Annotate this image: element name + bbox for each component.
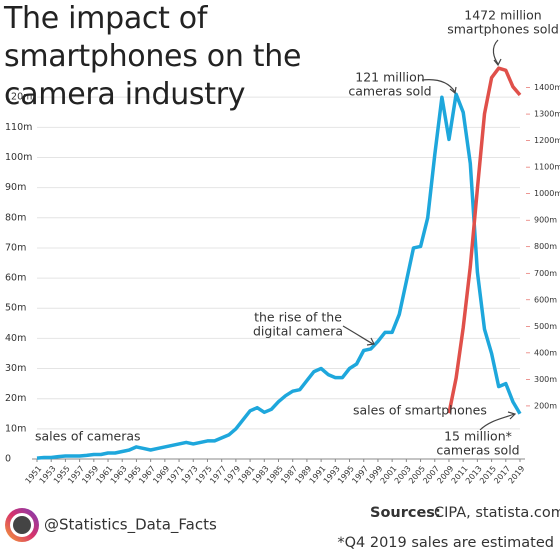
series-label: sales of cameras — [35, 429, 141, 444]
y2-tick-label: 400m — [534, 348, 557, 357]
y-tick-label: 30m — [5, 363, 26, 374]
y2-tick-label: 1200m — [534, 136, 560, 145]
sources-label: Sources: — [370, 505, 441, 521]
annotation: 15 million* — [444, 429, 512, 444]
arrow-head — [507, 411, 517, 420]
y2-tick-label: 500m — [534, 322, 557, 331]
arrow-head — [366, 337, 375, 346]
y-tick-label: 70m — [5, 242, 26, 253]
chart-title: The impact of smartphones on the camera … — [4, 1, 302, 112]
y2-tick-label: 700m — [534, 269, 557, 278]
annotation: 1472 million — [464, 8, 541, 23]
y-tick-label: 110m — [5, 122, 32, 133]
series-label: sales of smartphones — [353, 403, 487, 418]
y2-tick-label: 900m — [534, 216, 557, 225]
annotation: smartphones sold — [447, 22, 559, 37]
series-line — [36, 92, 522, 460]
y-tick-label: 80m — [5, 212, 26, 223]
x-tick-label: 2019 — [506, 464, 526, 485]
y2-tick-label: 800m — [534, 242, 557, 251]
series-line — [447, 66, 522, 414]
y-tick-label: 90m — [5, 182, 26, 193]
y2-tick-label: 1000m — [534, 189, 560, 198]
annotation: the rise of the — [254, 310, 342, 325]
arrows — [342, 39, 517, 431]
y2-tick-label: 1300m — [534, 110, 560, 119]
y-tick-label: 10m — [5, 423, 26, 434]
arrow — [479, 413, 515, 431]
annotation: 121 million — [355, 70, 424, 85]
y-tick-label: 100m — [5, 152, 32, 163]
y2-tick-label: 1400m — [534, 83, 560, 92]
arrow-head — [493, 58, 502, 67]
y2-tick-label: 300m — [534, 375, 557, 384]
annotation: cameras sold — [436, 443, 519, 458]
y-tick-label: 120m — [5, 92, 32, 103]
sources: CIPA, statista.com — [434, 505, 560, 521]
y-tick-label: 60m — [5, 273, 26, 284]
arrow — [421, 79, 456, 93]
y-tick-label: 20m — [5, 393, 26, 404]
logo — [13, 516, 31, 534]
y2-tick-label: 600m — [534, 295, 557, 304]
handle: @Statistics_Data_Facts — [44, 516, 217, 535]
arrow — [492, 39, 499, 65]
annotation: digital camera — [253, 324, 343, 339]
y2-tick-label: 200m — [534, 401, 557, 410]
y-tick-label: 0 — [5, 454, 11, 465]
arrow — [342, 325, 374, 345]
y-tick-label: 50m — [5, 303, 26, 314]
y2-tick-label: 1100m — [534, 163, 560, 172]
annotation: cameras sold — [348, 84, 431, 99]
footnote: *Q4 2019 sales are estimated — [337, 535, 554, 551]
arrow-head — [449, 86, 457, 95]
y-tick-label: 40m — [5, 333, 26, 344]
axes: 0 10m 20m 30m 40m 50m 60m 70m 80m 90m 100m 110m 120m… — [5, 8, 560, 486]
